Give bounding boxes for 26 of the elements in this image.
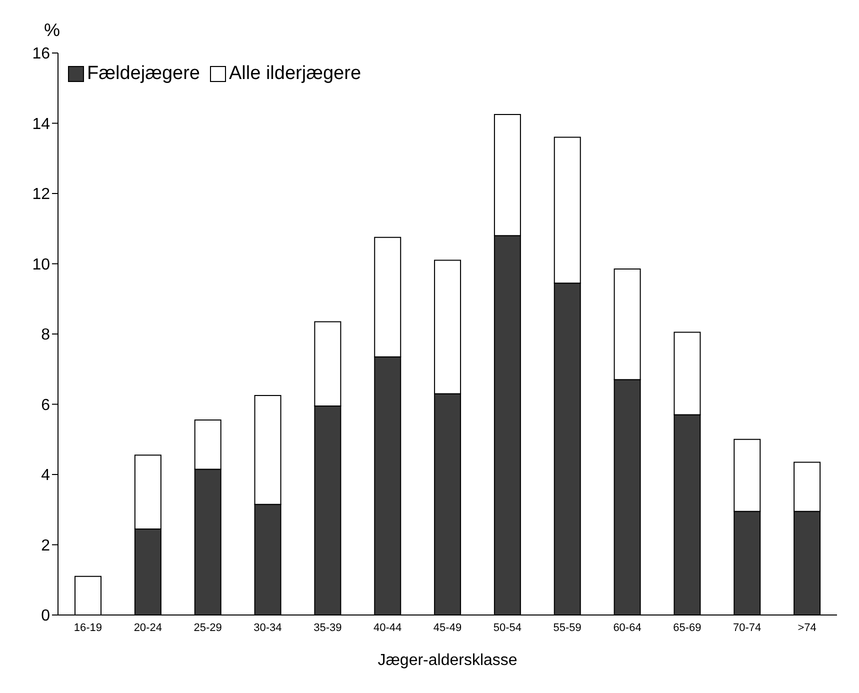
x-axis-title: Jæger-aldersklasse xyxy=(378,652,518,669)
y-tick-label: 2 xyxy=(41,537,50,554)
x-tick-label: 40-44 xyxy=(374,622,402,634)
x-tick-label: 60-64 xyxy=(613,622,642,634)
x-tick-label: 55-59 xyxy=(553,622,582,634)
x-tick-label: 35-39 xyxy=(314,622,342,634)
legend-label: Fældejægere xyxy=(87,63,200,85)
x-tick-label: 25-29 xyxy=(194,622,222,634)
x-tick-label: 16-19 xyxy=(74,622,102,634)
x-tick-label: 50-54 xyxy=(493,622,522,634)
legend-label: Alle ilderjægere xyxy=(229,63,362,85)
y-tick-label: 10 xyxy=(32,256,50,274)
x-tick-label: 70-74 xyxy=(733,622,762,634)
x-tick-label: 20-24 xyxy=(134,622,162,634)
x-tick-label: 30-34 xyxy=(254,622,282,634)
y-tick-label: 0 xyxy=(41,608,50,625)
y-tick-label: 4 xyxy=(41,467,50,484)
y-tick-label: 8 xyxy=(41,326,50,344)
x-tick-label: >74 xyxy=(798,622,816,634)
y-tick-label: 14 xyxy=(32,116,50,133)
y-axis-title: % xyxy=(44,20,60,41)
x-tick-label: 65-69 xyxy=(673,622,702,634)
y-tick-label: 12 xyxy=(32,186,50,204)
y-tick-label: 16 xyxy=(32,46,50,63)
y-tick-label: 6 xyxy=(41,396,50,414)
x-tick-label: 45-49 xyxy=(433,622,462,634)
